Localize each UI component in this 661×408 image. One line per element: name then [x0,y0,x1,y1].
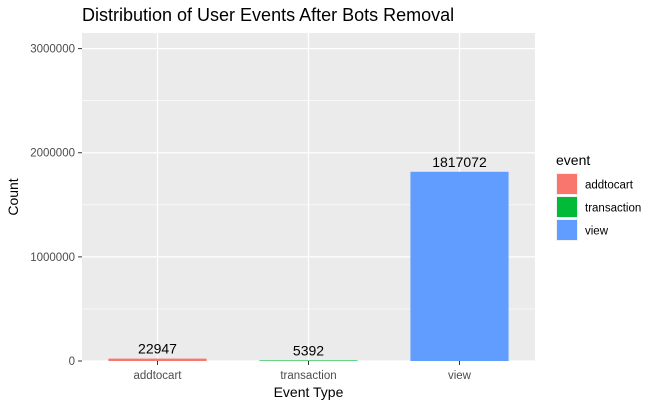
data-labels: 22947 5392 1817072 [138,154,487,359]
x-axis-title: Event Type [274,384,344,400]
bar-transaction [259,360,358,361]
legend-label-view: view [585,226,609,238]
data-label-view: 1817072 [432,154,487,170]
legend-label-addtocart: addtocart [585,180,634,192]
legend-swatch-addtocart [557,174,577,194]
x-tick-label-addtocart: addtocart [134,370,183,382]
bars [108,171,509,361]
x-tick-label-view: view [448,370,472,382]
chart-title: Distribution of User Events After Bots R… [82,5,454,25]
y-tick-label: 3000000 [30,44,75,56]
legend-title: event [556,152,590,168]
bar-view [410,171,509,361]
legend-swatch-transaction [557,197,577,217]
x-axis: addtocart transaction view [134,361,472,382]
data-label-addtocart: 22947 [138,341,177,357]
bar-addtocart [108,358,207,361]
data-label-transaction: 5392 [293,342,324,358]
legend-label-transaction: transaction [585,203,641,215]
x-tick-label-transaction: transaction [280,370,336,382]
legend: event addtocart transaction view [556,152,641,241]
y-axis-title: Count [5,178,21,215]
legend-swatch-view [557,220,577,240]
y-tick-label: 2000000 [30,148,75,160]
y-tick-label: 0 [69,356,75,368]
y-tick-label: 1000000 [30,252,75,264]
y-axis: 0 1000000 2000000 3000000 [30,44,82,368]
